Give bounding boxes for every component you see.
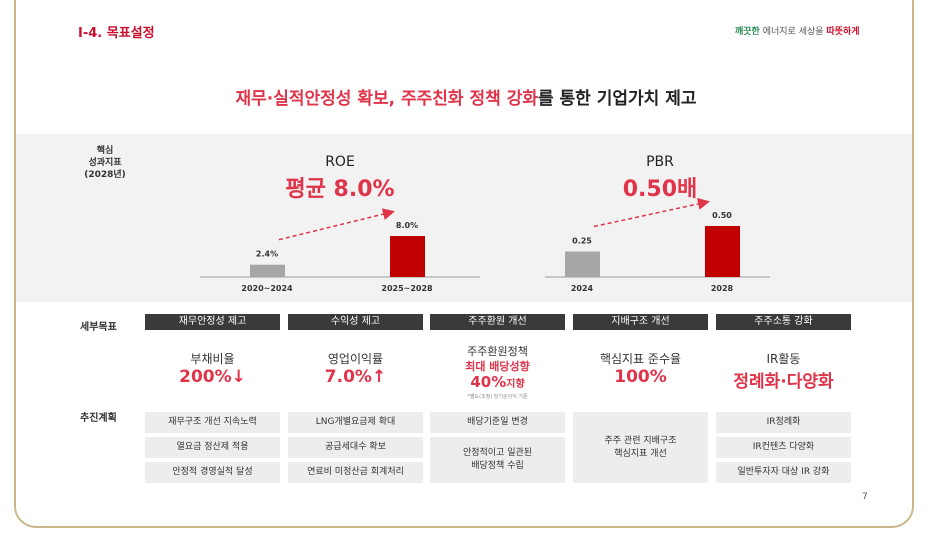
goal-target-value: 40% [470,373,507,391]
goal-metric: IR활동 [766,352,801,366]
category-label: 2024 [571,284,594,293]
plan-item: 안정적 경영실적 달성 [145,462,280,483]
brand-c: 따뜻하게 [826,27,860,37]
chart-name: ROE [325,154,355,170]
goal-note: *별도(조정) 당기순이익 기준 [467,394,528,400]
plan-item: LNG개별요금제 확대 [288,412,423,433]
goal-target: 정례화·다양화 [733,372,834,392]
goal-header: 주주소통 강화 [716,314,851,330]
goal-header: 수익성 제고 [288,314,423,330]
bar [565,251,600,277]
trend-arrow [593,198,710,228]
plan-item: 안정적이고 일관된 배당정책 수립 [430,437,565,483]
trend-arrow [278,208,395,241]
brand-b: 에너지로 세상을 [762,27,824,37]
plan-item: 재무구조 개선 지속노력 [145,412,280,433]
plan-item: 연료비 미정산금 회계처리 [288,462,423,483]
kpi-band [16,134,912,302]
goal-target: 40%지향 [430,373,565,391]
goal-metric: 핵심지표 준수율 [599,352,682,366]
slide-frame [14,0,914,528]
kpi-label-line: 성과지표 [88,158,122,168]
chart-name: PBR [646,154,674,170]
value-label: 2.4% [256,250,278,259]
value-label: 0.50 [712,211,732,220]
plan-item: IR컨텐츠 다양화 [716,437,851,458]
bar [705,226,740,277]
category-label: 2028 [711,284,734,293]
headline-highlight: 재무·실적안정성 확보, 주주친화 정책 강화 [235,89,538,109]
plan-item: IR정례화 [716,412,851,433]
goal-metric: 부채비율 [190,352,235,366]
bar [250,264,285,277]
chart-headline: 평균 8.0% [285,177,394,202]
goal-target: 7.0%↑ [324,367,387,387]
headline-rest: 를 통한 기업가치 제고 [537,89,697,109]
kpi-label-line: 핵심 [96,146,114,156]
slide-title: I-4. 목표설정 [78,26,155,41]
plan-item: 주주 관련 지배구조 핵심지표 개선 [573,412,708,483]
goal-target: 100% [614,367,667,387]
chart-headline: 0.50배 [623,177,698,202]
goal-header: 주주환원 개선 [430,314,565,330]
page-number: 7 [862,492,868,502]
value-label: 0.25 [572,237,592,246]
goal-target-suffix: 지향 [506,379,525,390]
plan-item: 배당기준일 변경 [430,412,565,433]
plan-item: 일반투자자 대상 IR 강화 [716,462,851,483]
detail-label: 세부목표 [80,322,117,333]
category-label: 2020~2024 [241,284,293,293]
plan-item: 열요금 정산제 적용 [145,437,280,458]
brand-a: 깨끗한 [735,27,760,37]
value-label: 8.0% [396,221,418,230]
headline: 재무·실적안정성 확보, 주주친화 정책 강화를 통한 기업가치 제고 [0,84,932,109]
plan-item: 공급세대수 확보 [288,437,423,458]
category-label: 2025~2028 [381,284,433,293]
goal-target: 200%↓ [179,367,246,387]
goal-subtitle: 최대 배당성향 [465,360,530,373]
brand: 깨끗한 에너지로 세상을 따뜻하게 [735,24,860,37]
goal-header: 재무안정성 제고 [145,314,280,330]
plan-label: 추진계획 [80,413,117,424]
bar [390,236,425,277]
kpi-label-line: (2028년) [84,170,126,180]
goal-metric: 주주환원정책 [467,345,528,358]
goal-metric: 영업이익률 [327,352,384,366]
goal-header: 지배구조 개선 [573,314,708,330]
